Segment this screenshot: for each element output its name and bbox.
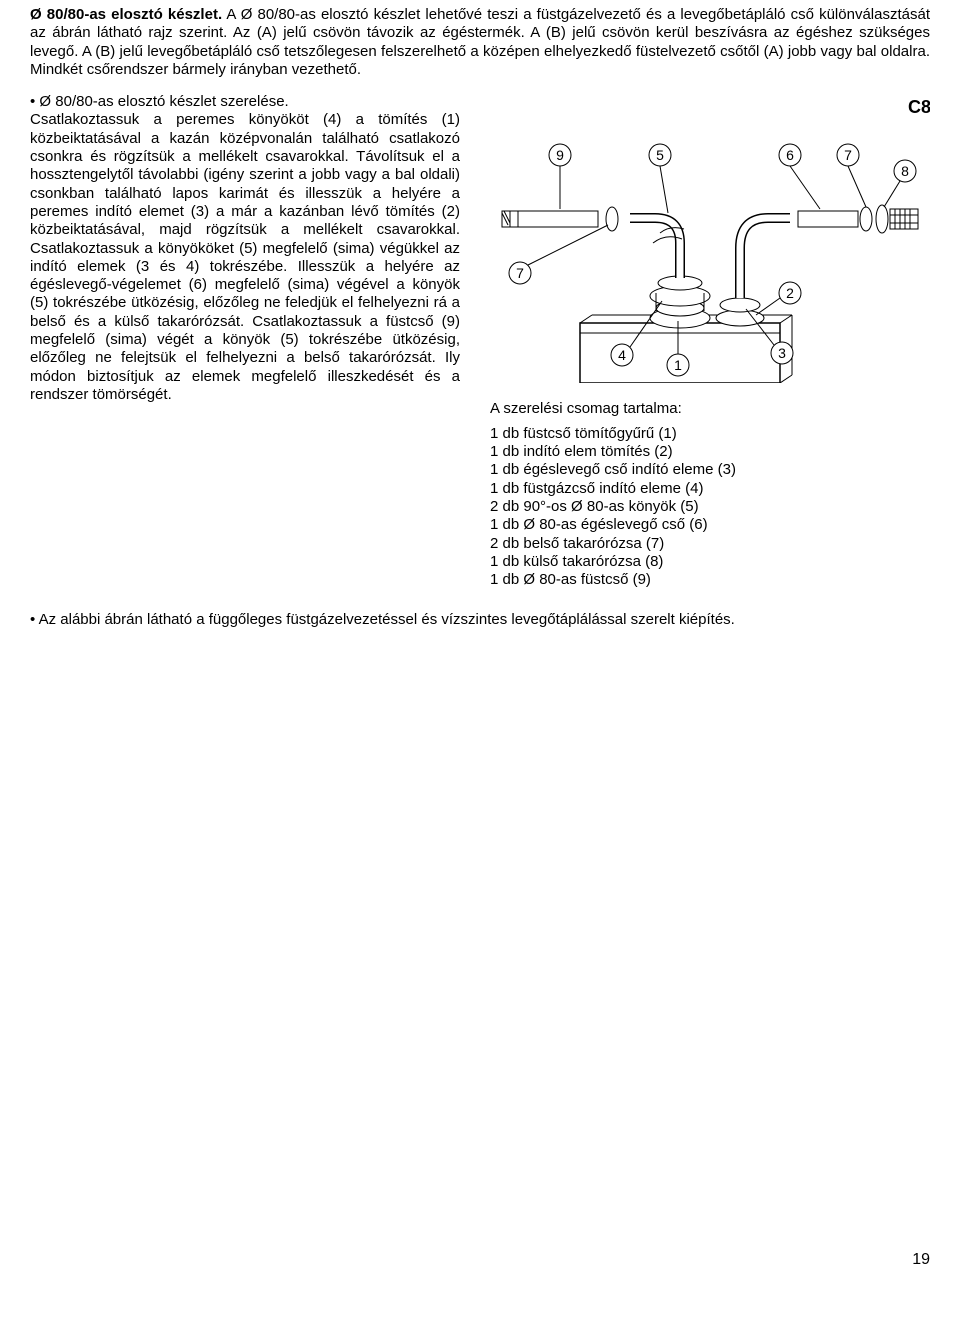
rose-right-outer [876,205,888,233]
svg-text:7: 7 [516,265,524,281]
list-item: 1 db füstgázcső indító eleme (4) [490,480,930,498]
list-item: 1 db indító elem tömítés (2) [490,443,930,461]
assembly-diagram: C82 [490,93,930,383]
right-column: C82 [490,93,930,589]
rose-left [606,207,618,231]
list-item: 1 db füstcső tömítőgyűrű (1) [490,425,930,443]
bom-title: A szerelési csomag tartalma: [490,400,930,418]
list-item: 2 db 90°-os Ø 80-as könyök (5) [490,498,930,516]
air-end-grille [890,209,918,229]
diagram-code: C82 [908,97,930,117]
list-item: 1 db Ø 80-as füstcső (9) [490,571,930,589]
left-lead: • Ø 80/80-as elosztó készlet szerelése. [30,93,460,111]
content-row: • Ø 80/80-as elosztó készlet szerelése. … [30,93,930,589]
svg-text:3: 3 [778,345,786,361]
svg-text:9: 9 [556,147,564,163]
footer-paragraph: • Az alábbi ábrán látható a függőleges f… [30,611,930,629]
list-item: 1 db Ø 80-as égéslevegő cső (6) [490,516,930,534]
svg-text:2: 2 [786,285,794,301]
svg-text:5: 5 [656,147,664,163]
svg-text:7: 7 [844,147,852,163]
svg-text:1: 1 [674,357,682,373]
paragraph-intro: Ø 80/80-as elosztó készlet. A Ø 80/80-as… [30,6,930,79]
bom-list: 1 db füstcső tömítőgyűrű (1) 1 db indító… [490,425,930,590]
page-root: Ø 80/80-as elosztó készlet. A Ø 80/80-as… [0,0,960,1299]
svg-text:6: 6 [786,147,794,163]
flue-pipe [502,211,598,227]
list-item: 1 db külső takarórózsa (8) [490,553,930,571]
intro-lead: Ø 80/80-as elosztó készlet. [30,6,222,23]
svg-text:4: 4 [618,347,626,363]
rose-right-inner [860,207,872,231]
air-pipe [798,211,858,227]
list-item: 2 db belső takarórózsa (7) [490,535,930,553]
list-item: 1 db égéslevegő cső indító eleme (3) [490,461,930,479]
left-column: • Ø 80/80-as elosztó készlet szerelése. … [30,93,460,589]
page-number: 19 [30,1250,930,1270]
svg-text:8: 8 [901,163,909,179]
left-body: Csatlakoztassuk a peremes könyököt (4) a… [30,111,460,404]
